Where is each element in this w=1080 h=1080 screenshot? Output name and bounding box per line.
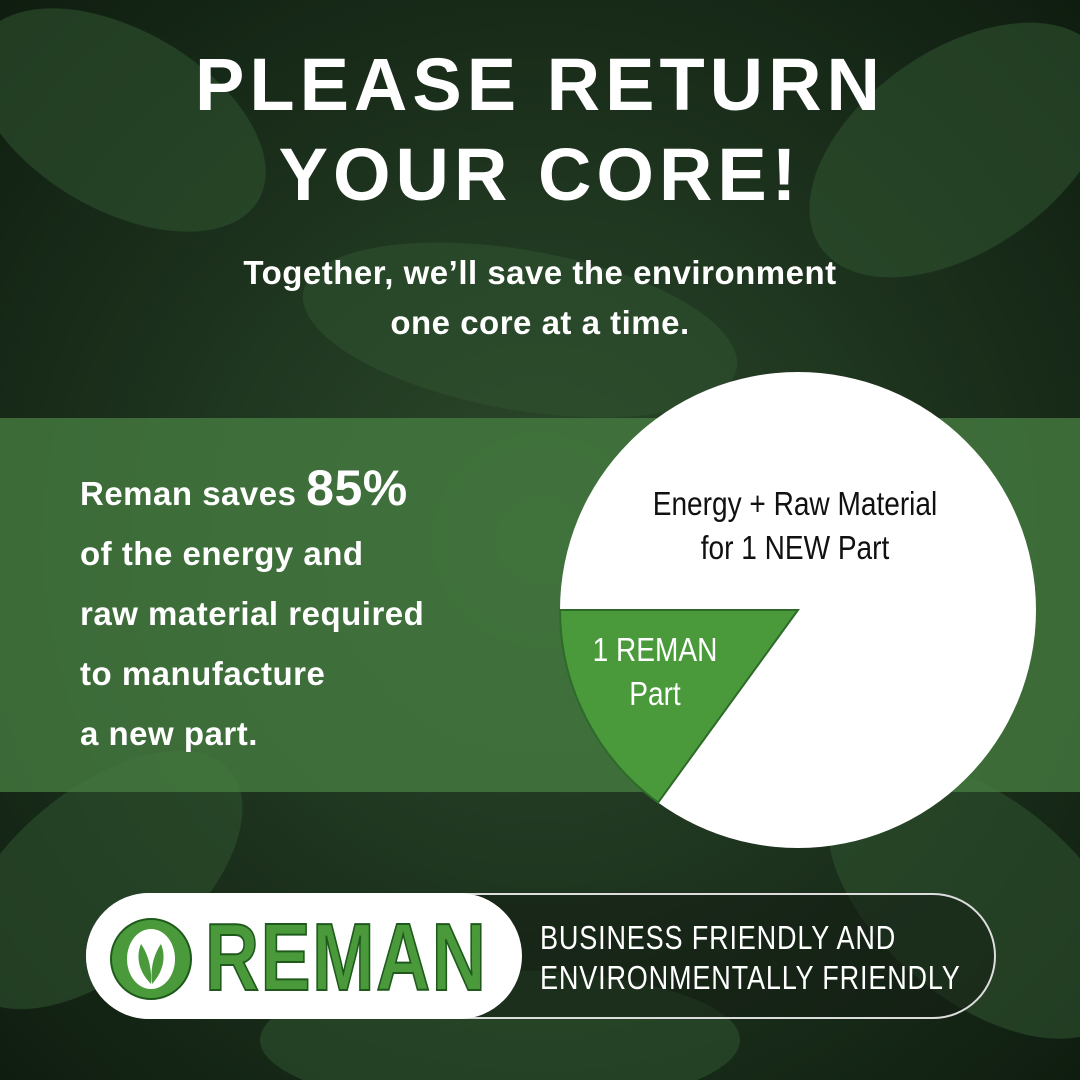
stat-percent: 85% bbox=[306, 460, 408, 516]
stat-line: of the energy and bbox=[80, 535, 364, 572]
stat-line: a new part. bbox=[80, 715, 258, 752]
stat-line: raw material required bbox=[80, 595, 425, 632]
subtitle-line-1: Together, we’ll save the environment bbox=[243, 254, 837, 291]
leaf-logo-icon bbox=[110, 918, 192, 1000]
title-line-2: YOUR CORE! bbox=[278, 133, 802, 216]
stat-prefix: Reman saves bbox=[80, 475, 307, 512]
reman-brand: REMAN bbox=[204, 903, 488, 1012]
pie-label-new: Energy + Raw Material for 1 NEW Part bbox=[652, 485, 938, 566]
title-line-1: PLEASE RETURN bbox=[195, 43, 885, 126]
pie-slice-reman bbox=[558, 609, 800, 804]
pie-label-reman: 1 REMAN Part bbox=[592, 631, 718, 712]
stat-line: to manufacture bbox=[80, 655, 326, 692]
tagline: BUSINESS FRIENDLY AND ENVIRONMENTALLY FRI… bbox=[540, 919, 961, 996]
subtitle-line-2: one core at a time. bbox=[390, 304, 690, 341]
subtitle: Together, we’ll save the environment one … bbox=[0, 248, 1080, 348]
page-title: PLEASE RETURN YOUR CORE! bbox=[0, 40, 1080, 220]
stat-text: Reman saves 85% of the energy and raw ma… bbox=[80, 458, 424, 764]
